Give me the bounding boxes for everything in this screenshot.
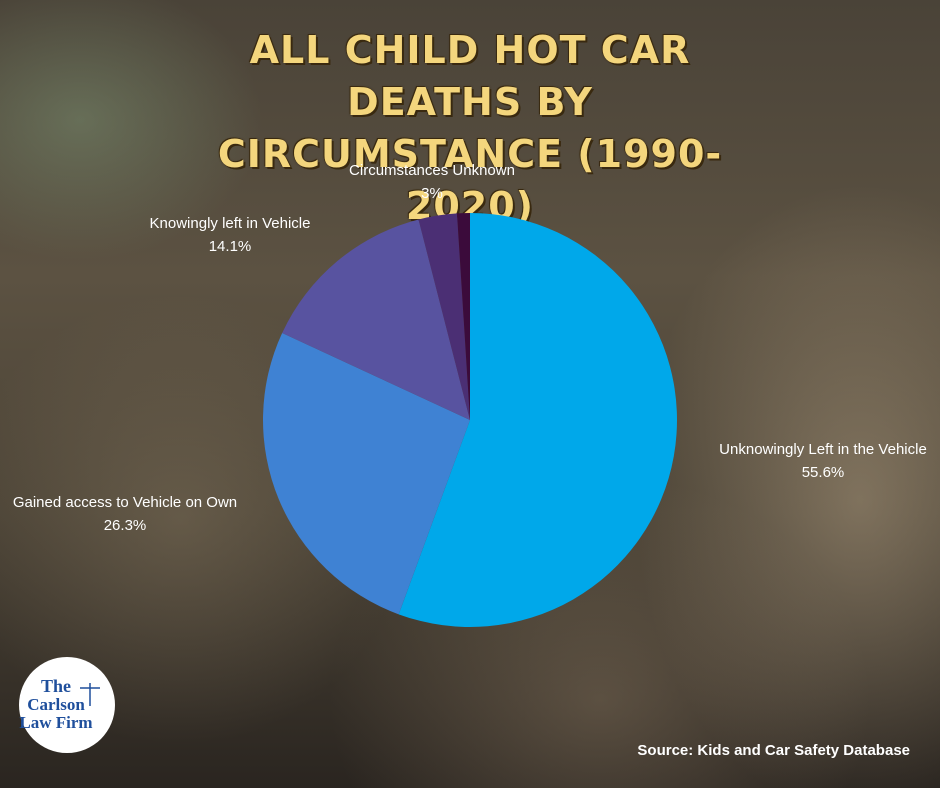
slice-value-label: 14.1%: [209, 238, 252, 255]
source-note: Source: Kids and Car Safety Database: [637, 742, 910, 759]
slice-value-label: 26.3%: [104, 517, 147, 534]
slice-label: Circumstances Unknown: [349, 162, 515, 179]
chart-title: ALL CHILD HOT CAR DEATHS BY CIRCUMSTANCE…: [217, 28, 723, 228]
logo-badge: [19, 657, 115, 753]
pie-slice: [263, 333, 470, 615]
logo-text: Carlson: [27, 695, 85, 714]
logo-text: Law Firm: [19, 713, 92, 732]
pie-slice: [418, 213, 470, 420]
slice-label: Gained access to Vehicle on Own: [13, 494, 237, 511]
logo-text: The: [41, 676, 71, 696]
slice-value-label: 55.6%: [802, 464, 845, 481]
slice-label: Knowingly left in Vehicle: [150, 215, 311, 232]
logo-scales: [80, 683, 100, 706]
slice-value-label: 3%: [421, 185, 443, 202]
pie-slice: [398, 213, 677, 628]
slice-label: Unknowingly Left in the Vehicle: [719, 441, 927, 458]
pie-slice: [457, 213, 470, 420]
pie-slice: [282, 219, 470, 420]
